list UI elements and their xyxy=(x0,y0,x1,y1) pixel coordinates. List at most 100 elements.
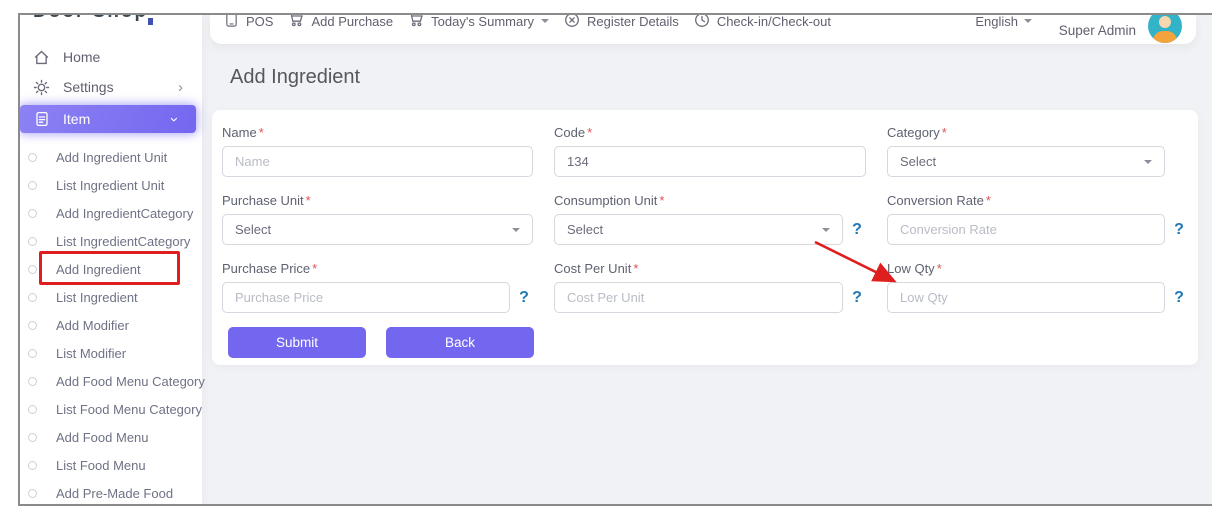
required-asterisk: * xyxy=(258,125,264,140)
sidebar-item-label: Home xyxy=(63,49,101,65)
file-icon xyxy=(33,111,50,128)
register-icon xyxy=(564,15,580,31)
field-cost-per-unit: Cost Per Unit* ? xyxy=(554,261,866,313)
brand-logo[interactable]: Door Shop xyxy=(20,15,202,25)
back-button[interactable]: Back xyxy=(386,327,534,358)
bullet-circle-icon xyxy=(28,208,37,218)
cart-icon xyxy=(288,15,304,31)
field-name: Name * xyxy=(222,125,533,177)
purchase-unit-select[interactable]: Select xyxy=(222,214,533,245)
help-icon[interactable]: ? xyxy=(519,288,529,306)
user-name: Super Admin xyxy=(1058,23,1136,38)
gear-icon xyxy=(33,79,50,96)
nav-item-pos[interactable]: POS xyxy=(224,15,273,31)
page-title: Add Ingredient xyxy=(230,66,361,88)
bullet-circle-icon xyxy=(28,460,37,470)
sidebar-item-settings[interactable]: Settings › xyxy=(20,72,202,102)
required-asterisk: * xyxy=(312,261,318,276)
sidebar-item-add-ingredient[interactable]: Add Ingredient xyxy=(20,251,202,285)
field-low-qty: Low Qty* ? xyxy=(887,261,1188,313)
language-selector[interactable]: English xyxy=(975,15,1032,29)
required-asterisk: * xyxy=(587,125,593,140)
sidebar-submenu: Add Ingredient Unit List Ingredient Unit… xyxy=(20,143,205,504)
field-conversion-rate: Conversion Rate* ? xyxy=(887,193,1188,245)
bullet-circle-icon xyxy=(28,348,37,358)
nav-item-todays-summary[interactable]: Today's Summary xyxy=(408,15,550,31)
help-icon[interactable]: ? xyxy=(852,220,862,238)
app-window: Door Shop Home Settings › xyxy=(18,13,1212,506)
caret-down-icon xyxy=(1144,159,1152,164)
sidebar-item-add-food-menu[interactable]: Add Food Menu xyxy=(20,423,202,451)
bullet-circle-icon xyxy=(28,320,37,330)
bullet-circle-icon xyxy=(28,236,37,246)
sidebar-item-label: Settings xyxy=(63,79,114,95)
caret-down-icon xyxy=(541,19,550,23)
clock-icon xyxy=(694,15,710,31)
code-input[interactable] xyxy=(554,146,866,177)
sidebar-item-add-ingredientcategory[interactable]: Add IngredientCategory xyxy=(20,199,202,227)
sidebar-item-add-ingredient-unit[interactable]: Add Ingredient Unit xyxy=(20,143,202,171)
consumption-unit-select[interactable]: Select xyxy=(554,214,843,245)
required-asterisk: * xyxy=(941,125,947,140)
nav-item-register-details[interactable]: Register Details xyxy=(564,15,679,31)
topbar: POS Add Purchase Today's Summary Registe… xyxy=(210,15,1196,44)
bullet-circle-icon xyxy=(28,152,37,162)
bullet-circle-icon xyxy=(28,264,37,274)
nav-item-check-in-out[interactable]: Check-in/Check-out xyxy=(694,15,831,31)
field-purchase-price: Purchase Price* ? xyxy=(222,261,533,313)
category-select[interactable]: Select xyxy=(887,146,1165,177)
home-icon xyxy=(33,49,50,66)
brand-logo-text: Door Shop xyxy=(33,15,148,23)
purchase-price-input[interactable] xyxy=(222,282,510,313)
caret-down-icon xyxy=(822,227,830,232)
sidebar-item-list-ingredient[interactable]: List Ingredient xyxy=(20,283,202,311)
nav-item-add-purchase[interactable]: Add Purchase xyxy=(288,15,393,31)
bullet-circle-icon xyxy=(28,432,37,442)
name-input[interactable] xyxy=(222,146,533,177)
form-grid: Name* Code* Category* Select Purchase Un… xyxy=(222,125,1188,313)
field-category: Category * Select xyxy=(887,125,1188,177)
bullet-circle-icon xyxy=(28,488,37,498)
field-code: Code * xyxy=(554,125,866,177)
required-asterisk: * xyxy=(936,261,942,276)
sidebar-item-add-pre-made-food[interactable]: Add Pre-Made Food xyxy=(20,479,202,504)
field-purchase-unit: Purchase Unit * Select xyxy=(222,193,533,245)
brand-logo-accent xyxy=(148,18,153,25)
sidebar-item-list-food-menu-category[interactable]: List Food Menu Category xyxy=(20,395,202,423)
conversion-rate-input[interactable] xyxy=(887,214,1165,245)
low-qty-input[interactable] xyxy=(887,282,1165,313)
bullet-circle-icon xyxy=(28,292,37,302)
chevron-right-icon: › xyxy=(178,78,183,96)
field-consumption-unit: Consumption Unit * Select ? xyxy=(554,193,866,245)
add-ingredient-form: Name* Code* Category* Select Purchase Un… xyxy=(212,110,1198,365)
sidebar-item-add-modifier[interactable]: Add Modifier xyxy=(20,311,202,339)
sidebar-item-list-ingredientcategory[interactable]: List IngredientCategory xyxy=(20,227,202,255)
required-asterisk: * xyxy=(633,261,639,276)
caret-down-icon xyxy=(1024,19,1032,23)
caret-down-icon xyxy=(512,227,520,232)
sidebar-item-item[interactable]: Item › xyxy=(20,105,196,133)
required-asterisk: * xyxy=(659,193,665,208)
help-icon[interactable]: ? xyxy=(1174,220,1184,238)
sidebar-item-list-food-menu[interactable]: List Food Menu xyxy=(20,451,202,479)
avatar-body xyxy=(1153,31,1177,43)
cost-per-unit-input[interactable] xyxy=(554,282,843,313)
submit-button[interactable]: Submit xyxy=(228,327,366,358)
required-asterisk: * xyxy=(305,193,311,208)
sidebar: Door Shop Home Settings › xyxy=(20,15,205,504)
sidebar-item-add-food-menu-category[interactable]: Add Food Menu Category xyxy=(20,367,205,395)
chevron-down-icon: › xyxy=(166,116,183,122)
avatar[interactable] xyxy=(1148,15,1182,43)
help-icon[interactable]: ? xyxy=(852,288,862,306)
sidebar-item-home[interactable]: Home xyxy=(20,42,202,72)
topbar-nav: POS Add Purchase Today's Summary Registe… xyxy=(210,15,1196,37)
sidebar-menu: Home Settings › Item › xyxy=(20,25,205,504)
cart-icon xyxy=(408,15,424,31)
required-asterisk: * xyxy=(985,193,991,208)
form-actions: Submit Back xyxy=(222,327,1188,358)
sidebar-item-label: Item xyxy=(63,111,91,127)
help-icon[interactable]: ? xyxy=(1174,288,1184,306)
avatar-head xyxy=(1159,16,1171,28)
sidebar-item-list-ingredient-unit[interactable]: List Ingredient Unit xyxy=(20,171,202,199)
sidebar-item-list-modifier[interactable]: List Modifier xyxy=(20,339,202,367)
